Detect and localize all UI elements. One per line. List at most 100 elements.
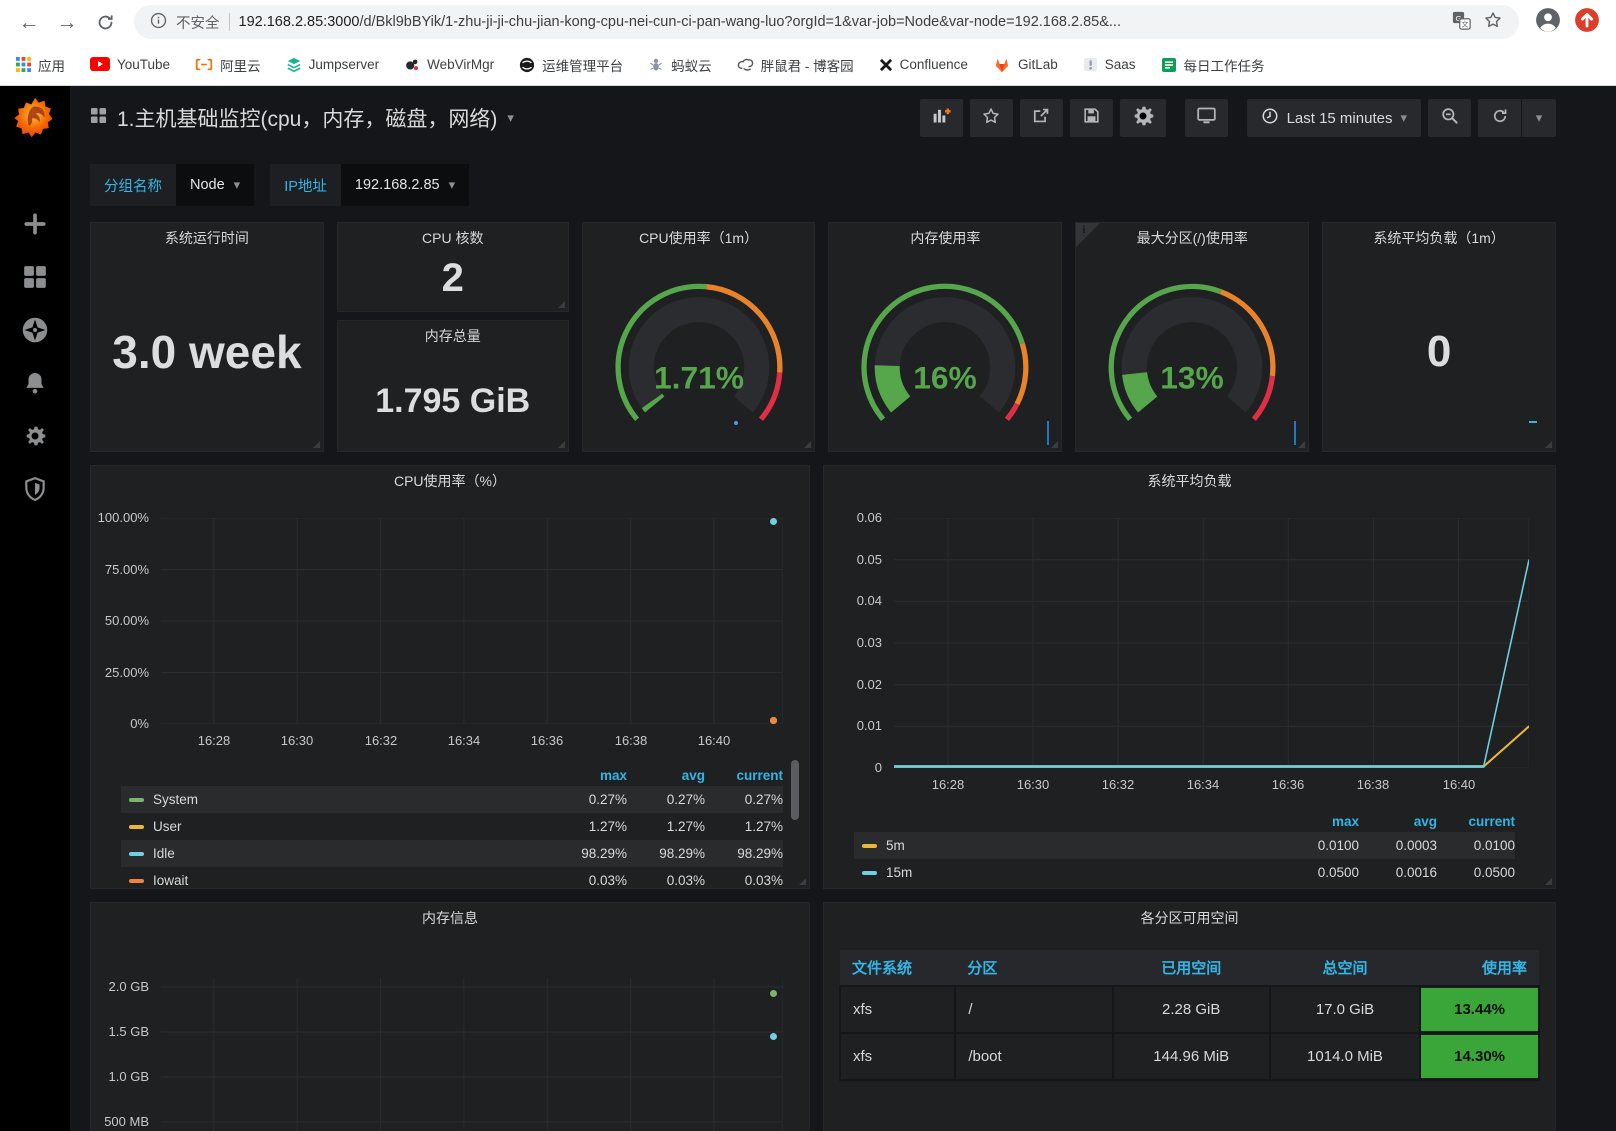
load-average-chart[interactable]: 0.060.050.040.030.020.01016:2816:3016:32… [824,466,1555,888]
explore-compass-icon[interactable] [21,316,49,344]
series-name[interactable]: Iowait [153,873,549,888]
bookmark-item[interactable]: 应用 [16,55,65,75]
mem-info-chart[interactable]: 2.0 GB1.5 GB1.0 GB500 MB [91,903,809,1131]
panel-title[interactable]: 最大分区(/)使用率 [1076,223,1308,253]
dashboards-icon[interactable] [21,263,49,291]
legend-row[interactable]: System0.27%0.27%0.27% [121,786,783,813]
bookmark-item[interactable]: Saas [1083,57,1136,72]
grafana-logo-icon[interactable] [13,96,57,140]
chart-plot-area[interactable] [894,518,1529,768]
translate-icon[interactable]: G文 [1452,11,1471,34]
tv-kiosk-button[interactable] [1185,99,1228,137]
time-picker-button[interactable]: Last 15 minutes ▾ [1247,99,1421,137]
series-name[interactable]: User [153,819,549,834]
y-axis-tick: 1.5 GB [91,1024,149,1039]
panel-title[interactable]: 系统运行时间 [91,223,323,253]
panel-title[interactable]: CPU使用率（1m） [583,223,815,253]
browser-nav-row: ← → 不安全 192.168.2.85:3000/d/Bkl9bBYik/1-… [0,0,1616,44]
bookmark-item[interactable]: 运维管理平台 [519,55,623,75]
forward-icon[interactable]: → [50,12,84,33]
chart-plot-area[interactable] [161,978,783,1131]
bookmark-item[interactable]: 蚂蚁云 [648,55,712,75]
legend-row[interactable]: User1.27%1.27%1.27% [121,813,783,840]
add-panel-button[interactable] [920,99,963,137]
bookmark-item[interactable]: Confluence [879,57,968,72]
panel-title[interactable]: 系统平均负载 [824,466,1555,496]
profile-avatar-icon[interactable] [1535,7,1561,38]
panel-title[interactable]: 内存信息 [91,903,809,933]
panel-title[interactable]: CPU使用率（%） [91,466,809,496]
legend-column-header[interactable]: avg [627,768,705,783]
legend-column-header[interactable]: avg [1359,814,1437,829]
variable-node[interactable]: IP地址 192.168.2.85▾ [270,164,469,206]
legend-row[interactable]: Idle98.29%98.29%98.29% [121,840,783,867]
bookmark-item[interactable]: Jumpserver [286,57,380,73]
settings-gear-icon[interactable] [21,422,49,450]
legend-column-header[interactable]: current [1437,814,1515,829]
star-button[interactable] [970,99,1013,137]
series-name[interactable]: System [153,792,549,807]
variable-job[interactable]: 分组名称 Node▾ [90,164,254,206]
bookmark-item[interactable]: WebVirMgr [404,57,494,73]
bookmark-item[interactable]: GitLab [993,56,1058,73]
panel-mem-total: 内存总量 1.795 GiB [337,320,569,452]
series-name[interactable]: Idle [153,846,549,861]
panel-info-corner[interactable] [1076,223,1100,247]
table-cell: /boot [955,1033,1112,1080]
webvirmgr-icon [404,57,420,73]
back-icon[interactable]: ← [12,12,46,33]
refresh-interval-button[interactable]: ▾ [1522,99,1556,137]
bookmark-label: YouTube [117,57,170,72]
legend-scrollbar[interactable] [791,760,799,820]
panel-title[interactable]: 系统平均负载（1m） [1323,223,1555,253]
zoom-out-button[interactable] [1428,99,1471,137]
settings-gear-button[interactable] [1120,99,1166,137]
table-column-header[interactable]: 已用空间 [1113,950,1270,986]
alerting-bell-icon[interactable] [21,369,49,397]
browser-update-icon[interactable] [1574,7,1600,38]
series-max: 1.27% [549,819,627,834]
refresh-button[interactable] [1478,99,1521,137]
bookmark-item[interactable]: YouTube [90,57,170,72]
table-column-header[interactable]: 文件系统 [840,950,955,986]
reload-icon[interactable] [88,13,122,32]
bookmark-star-icon[interactable] [1483,10,1503,34]
legend-column-header[interactable]: max [549,768,627,783]
x-axis-tick: 16:32 [358,733,404,748]
info-circle-icon[interactable] [150,12,167,33]
bookmark-item[interactable]: 每日工作任务 [1161,55,1265,75]
table-cell: xfs [840,986,955,1033]
plus-icon[interactable] [21,210,49,238]
bookmark-item[interactable]: 阿里云 [195,55,261,75]
dashboard-title[interactable]: 1.主机基础监控(cpu，内存，磁盘，网络) [117,103,497,133]
series-name[interactable]: 15m [886,865,1281,880]
table-column-header[interactable]: 总空间 [1270,950,1420,986]
bookmark-item[interactable]: 胖鼠君 - 博客园 [737,55,854,75]
legend-column-header[interactable]: max [1281,814,1359,829]
panel-title[interactable]: 各分区可用空间 [824,903,1555,933]
share-button[interactable] [1020,99,1063,137]
dashboard-grid-icon[interactable] [90,107,107,129]
admin-shield-icon[interactable] [21,475,49,503]
cpu-cores-value: 2 [338,245,568,311]
legend-row[interactable]: 15m0.05000.00160.0500 [854,859,1515,886]
table-column-header[interactable]: 分区 [955,950,1112,986]
chart-plot-area[interactable] [161,518,783,724]
y-axis-tick: 50.00% [91,613,149,628]
cpu-usage-chart[interactable]: 100.00%75.00%50.00%25.00%0%16:2816:3016:… [91,466,809,888]
legend-row[interactable]: 5m0.01000.00030.0100 [854,832,1515,859]
panel-title[interactable]: 内存总量 [338,321,568,351]
sparkline-dash [1529,421,1537,423]
panel-title[interactable]: 内存使用率 [829,223,1061,253]
table-column-header[interactable]: 使用率 [1420,950,1539,986]
x-axis-tick: 16:34 [1180,777,1226,792]
tv-kiosk-icon [1196,105,1217,131]
url-bar[interactable]: 不安全 192.168.2.85:3000/d/Bkl9bBYik/1-zhu-… [134,5,1519,39]
bookmark-label: GitLab [1018,57,1058,72]
series-name[interactable]: 5m [886,838,1281,853]
chevron-down-icon[interactable]: ▾ [507,110,514,126]
legend-row[interactable]: Iowait0.03%0.03%0.03% [121,867,783,894]
save-button[interactable] [1070,99,1113,137]
panel-title[interactable]: CPU 核数 [338,223,568,253]
legend-column-header[interactable]: current [705,768,783,783]
